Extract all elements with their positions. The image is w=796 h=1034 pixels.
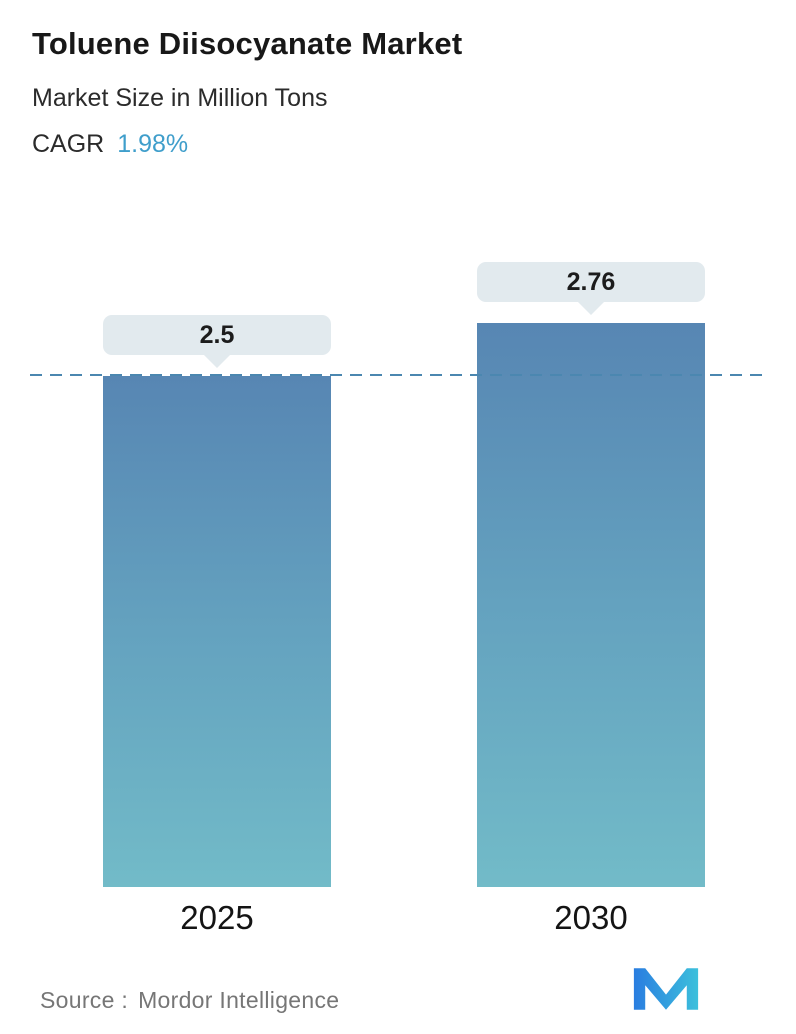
cagr-label: CAGR xyxy=(32,130,105,158)
cagr-value: 1.98% xyxy=(117,130,189,158)
source-line: Source : Mordor Intelligence xyxy=(40,987,339,1014)
mordor-intelligence-logo-icon xyxy=(633,968,699,1010)
source-value: Mordor Intelligence xyxy=(138,987,340,1013)
callout-tail-icon xyxy=(204,355,230,368)
reference-dashed-line xyxy=(30,374,768,376)
bar-group-2030: 2.76 2030 xyxy=(477,210,705,936)
cagr-row: CAGR 1.98% xyxy=(32,130,462,158)
source-label: Source : xyxy=(40,987,129,1013)
chart-header: Toluene Diisocyanate Market Market Size … xyxy=(32,26,462,158)
value-callout-2030: 2.76 xyxy=(477,262,705,315)
x-axis-label-2025: 2025 xyxy=(180,899,254,936)
chart-subtitle: Market Size in Million Tons xyxy=(32,84,328,112)
callout-tail-icon xyxy=(578,302,604,315)
value-label-2025: 2.5 xyxy=(199,320,235,349)
chart-title: Toluene Diisocyanate Market xyxy=(32,26,463,61)
value-callout-2025: 2.5 xyxy=(103,315,331,368)
value-label-2030: 2.76 xyxy=(566,267,616,296)
bar-group-2025: 2.5 2025 xyxy=(103,210,331,936)
bar-2025: 2.5 xyxy=(103,315,331,887)
x-axis-label-2030: 2030 xyxy=(554,899,628,936)
bar-2030: 2.76 xyxy=(477,262,705,887)
bar-chart: 2.5 2025 2.76 2030 xyxy=(30,210,768,936)
